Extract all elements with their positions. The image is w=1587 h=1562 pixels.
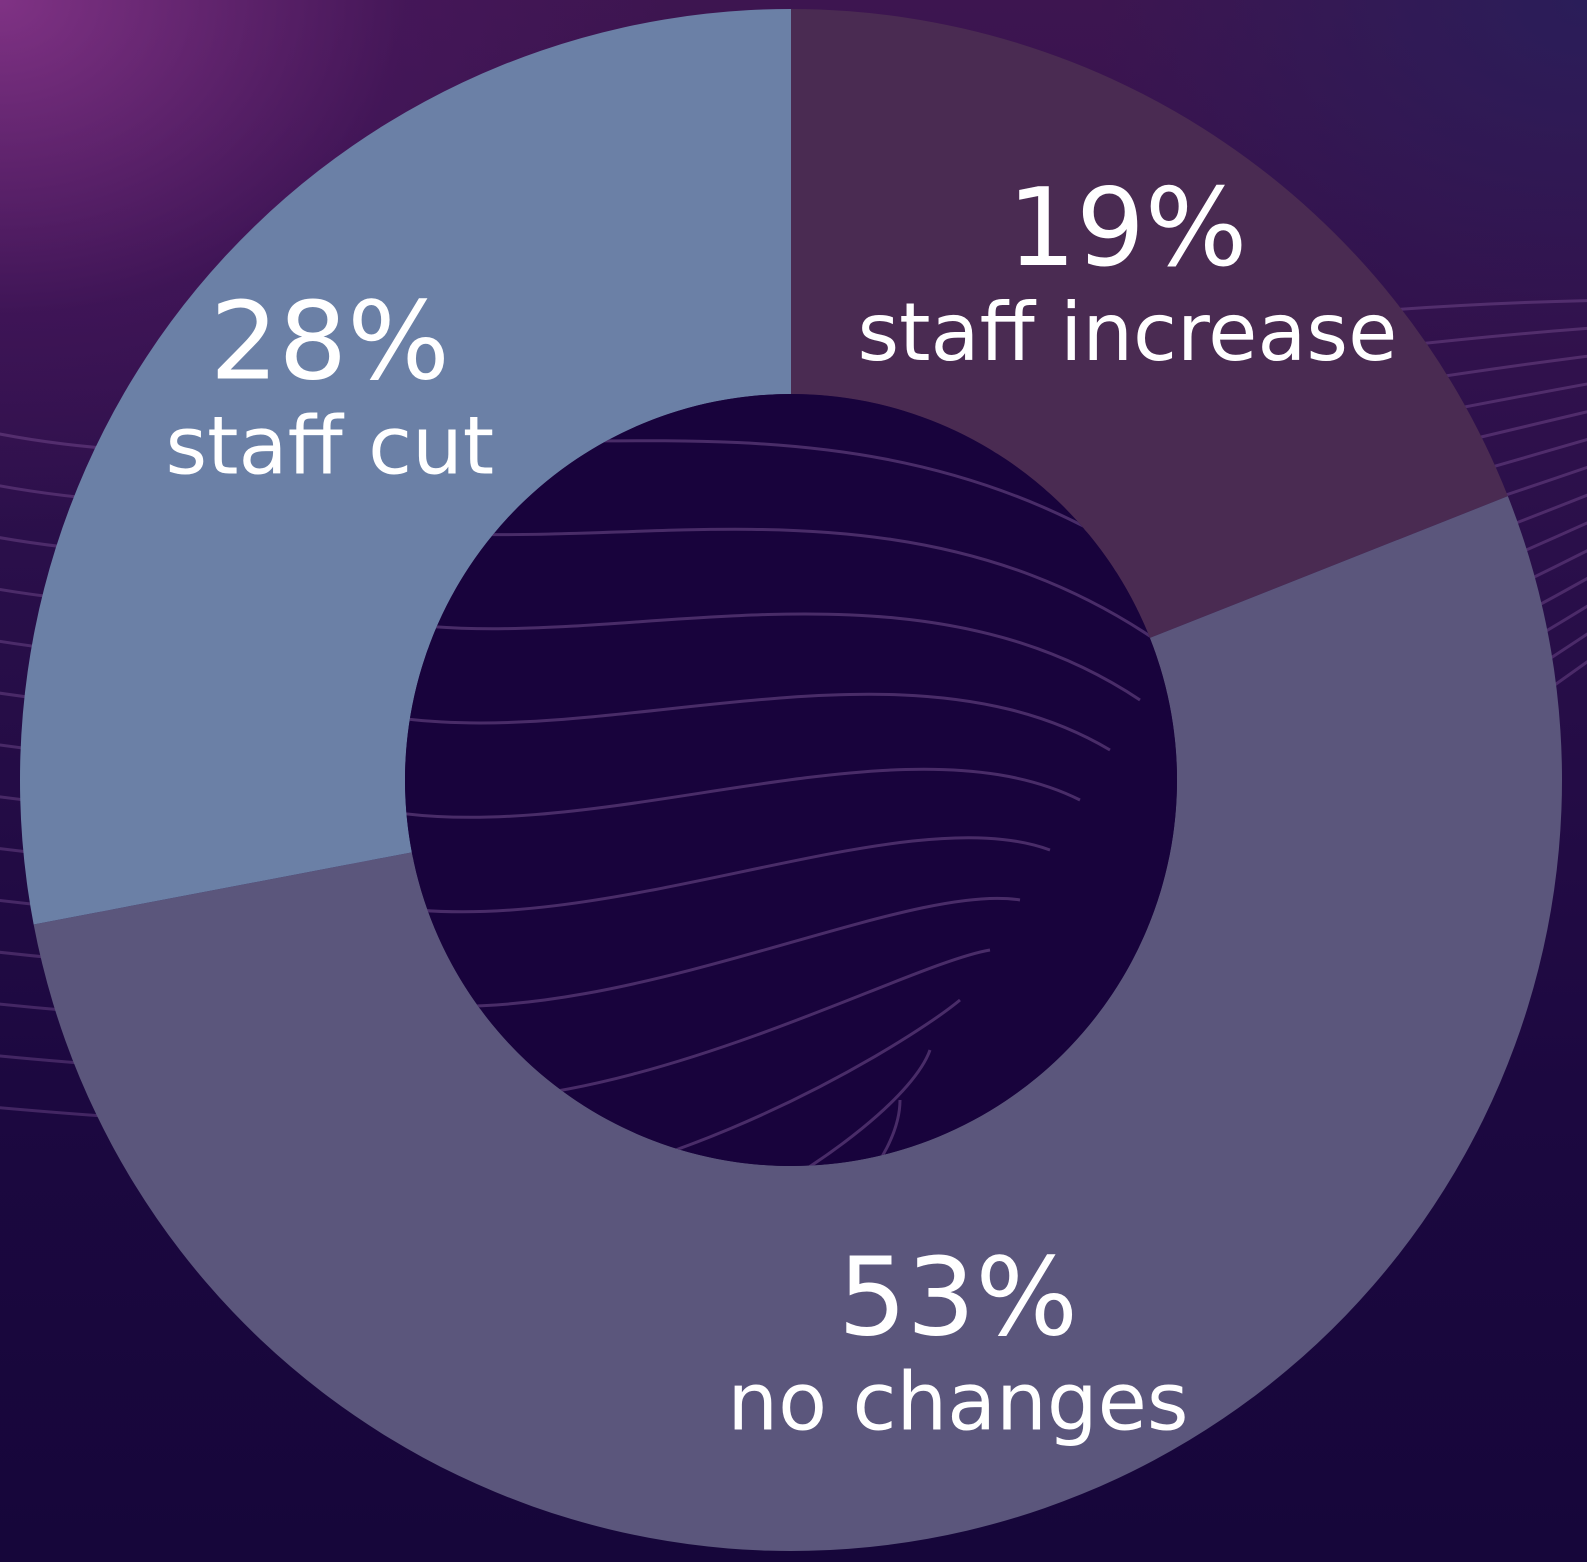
slice-staff-increase: [791, 9, 1508, 638]
donut-hole-line-pattern: [405, 428, 1177, 1166]
slice-no-changes: [33, 496, 1563, 1551]
slice-category-label-no-changes: no changes: [727, 1356, 1188, 1449]
slice-value-label-staff-increase: 19%: [1007, 166, 1247, 291]
donut-slices: [19, 9, 1563, 1551]
slice-value-label-no-changes: 53%: [838, 1236, 1078, 1361]
hole-line: [405, 612, 1141, 702]
hole-line: [405, 1049, 932, 1166]
slice-labels: 19%staff increase 53%no changes 28%staff c…: [166, 166, 1398, 1449]
hole-line: [405, 692, 1111, 752]
slice-category-label-staff-cut: staff cut: [166, 400, 495, 493]
slice-category-label-staff-increase: staff increase: [858, 286, 1398, 379]
donut-hole: [405, 394, 1177, 1166]
slice-value-label-staff-cut: 28%: [210, 280, 450, 405]
hole-line: [405, 998, 961, 1166]
hole-line: [405, 836, 1051, 914]
slice-staff-cut: [19, 9, 792, 925]
hole-line: [405, 767, 1081, 819]
